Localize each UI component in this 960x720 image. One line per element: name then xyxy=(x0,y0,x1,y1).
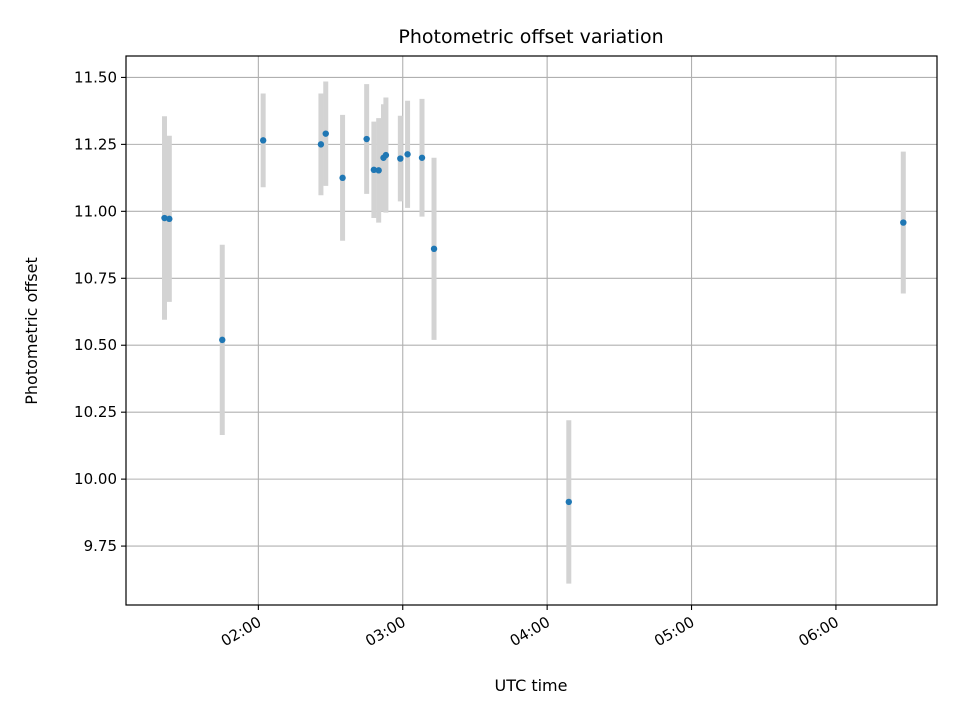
plot-frame xyxy=(125,55,938,606)
data-point xyxy=(565,498,573,506)
data-point xyxy=(418,154,426,161)
y-tick-label: 10.25 xyxy=(74,403,117,421)
data-point xyxy=(219,336,226,344)
y-tick-label: 11.25 xyxy=(74,135,117,153)
data-point xyxy=(259,137,267,144)
data-point xyxy=(430,245,438,253)
y-tick-label: 10.50 xyxy=(74,336,117,354)
x-axis-label: UTC time xyxy=(495,676,568,695)
data-point xyxy=(375,167,382,174)
data-point xyxy=(397,155,404,162)
data-point xyxy=(363,135,370,143)
y-tick-label: 11.50 xyxy=(74,68,117,86)
data-point xyxy=(382,151,390,159)
data-point xyxy=(322,130,329,137)
y-tick-label: 10.00 xyxy=(74,470,117,488)
data-point xyxy=(900,219,907,226)
y-tick-label: 11.00 xyxy=(74,202,117,220)
y-axis: 9.75 10.00 10.25 10.50 10.75 11.00 11.25 11.50 xyxy=(74,68,126,555)
data-point xyxy=(370,166,378,174)
data-points xyxy=(161,130,907,506)
y-tick-label: 10.75 xyxy=(74,269,117,287)
data-point xyxy=(317,141,325,148)
data-point xyxy=(161,214,168,222)
data-point xyxy=(404,151,411,158)
data-point xyxy=(339,174,346,182)
y-tick-label: 9.75 xyxy=(84,537,117,555)
data-point xyxy=(166,215,173,223)
y-axis-label: Photometric offset xyxy=(22,257,41,405)
chart-title: Photometric offset variation xyxy=(398,26,663,48)
